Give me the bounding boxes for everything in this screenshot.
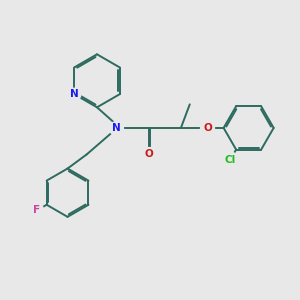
Text: O: O (144, 149, 153, 159)
Text: N: N (70, 89, 78, 99)
Text: Cl: Cl (225, 155, 236, 165)
Text: N: N (112, 123, 121, 133)
Text: O: O (203, 123, 212, 133)
Text: F: F (33, 206, 40, 215)
